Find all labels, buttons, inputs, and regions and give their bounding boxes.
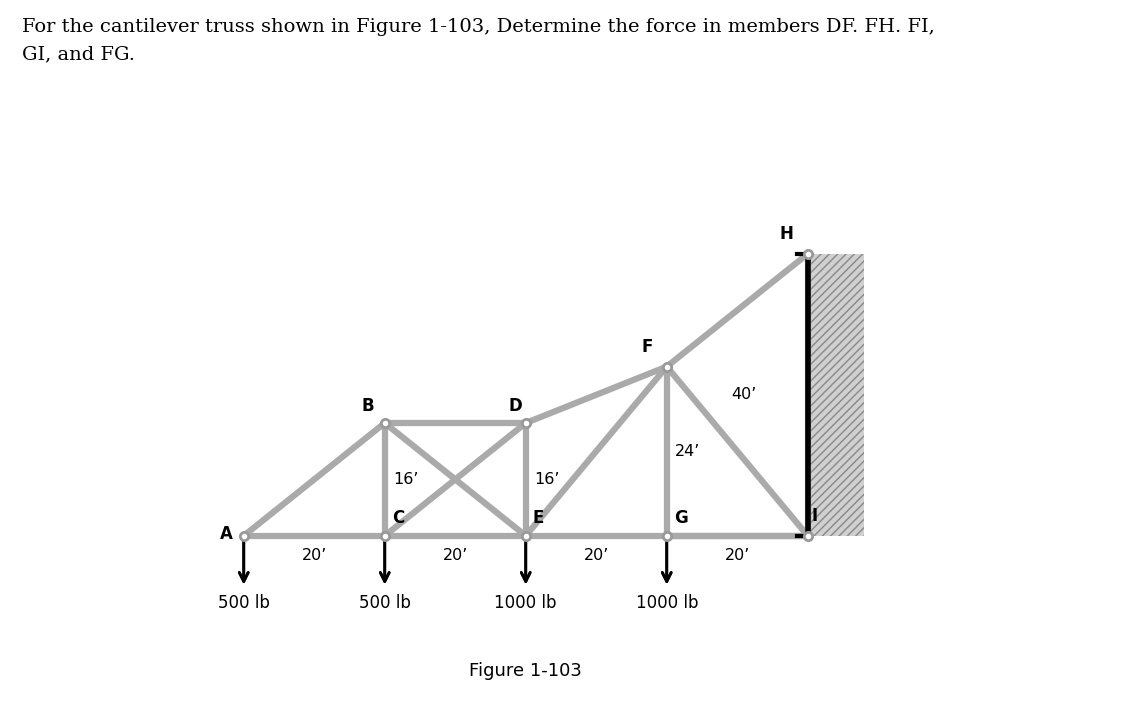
Text: G: G: [674, 509, 688, 527]
Text: GI, and FG.: GI, and FG.: [22, 46, 136, 64]
Text: 1000 lb: 1000 lb: [635, 594, 698, 613]
Text: 24’: 24’: [675, 443, 700, 459]
Text: Figure 1-103: Figure 1-103: [469, 662, 582, 680]
Text: D: D: [508, 396, 522, 415]
Text: F: F: [642, 338, 653, 356]
Text: H: H: [780, 225, 793, 243]
Bar: [808, 254, 864, 536]
Text: 20’: 20’: [583, 548, 609, 563]
Text: For the cantilever truss shown in Figure 1-103, Determine the force in members D: For the cantilever truss shown in Figure…: [22, 18, 936, 36]
Text: C: C: [392, 509, 404, 527]
Text: 20’: 20’: [302, 548, 327, 563]
Text: 1000 lb: 1000 lb: [495, 594, 557, 613]
Text: B: B: [361, 396, 374, 415]
Text: E: E: [533, 509, 544, 527]
Text: I: I: [811, 507, 818, 525]
Text: 16’: 16’: [393, 472, 419, 487]
Text: A: A: [220, 525, 233, 543]
Text: 20’: 20’: [725, 548, 749, 563]
Text: 500 lb: 500 lb: [218, 594, 269, 613]
Text: 16’: 16’: [534, 472, 560, 487]
Text: 40’: 40’: [732, 387, 757, 403]
Text: 20’: 20’: [442, 548, 468, 563]
Text: 500 lb: 500 lb: [359, 594, 411, 613]
